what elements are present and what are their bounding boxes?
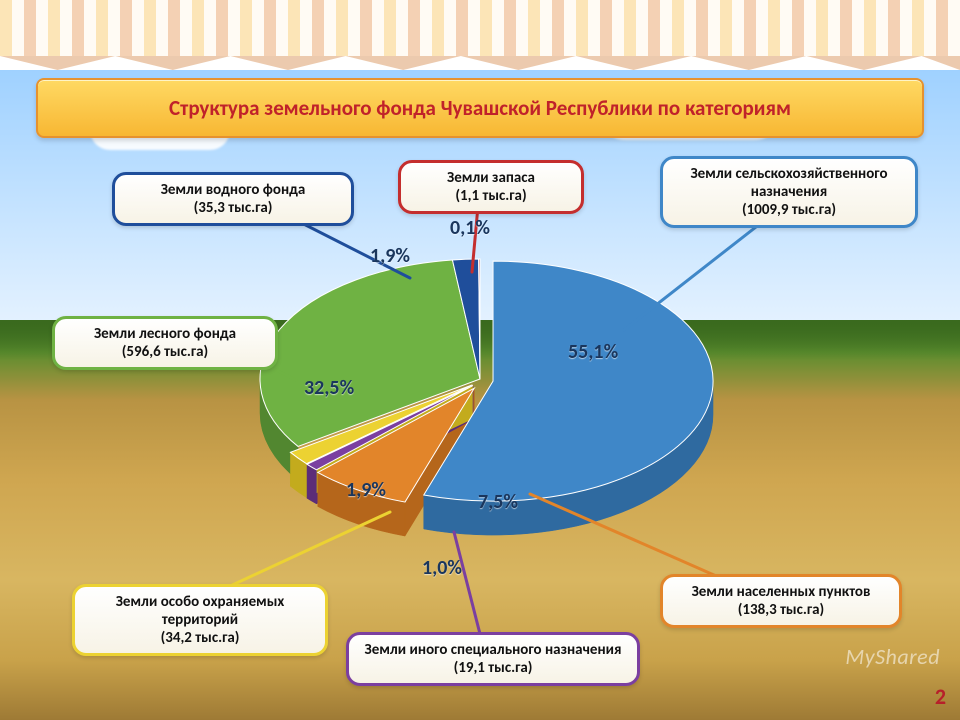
slice-percent-special: 1,0% <box>422 556 462 580</box>
callout-sub: (35,3 тыс.га) <box>125 199 341 217</box>
callout-sub: (1,1 тыс.га) <box>411 187 571 205</box>
callout-sub: (19,1 тыс.га) <box>359 659 627 677</box>
callout-sub: (34,2 тыс.га) <box>85 629 315 647</box>
callout-sub: (1009,9 тыс.га) <box>673 201 905 219</box>
callout-sub: (596,6 тыс.га) <box>65 343 265 361</box>
callout-reserve: Земли запаса(1,1 тыс.га) <box>398 160 584 214</box>
callout-forest: Земли лесного фонда(596,6 тыс.га) <box>52 316 278 370</box>
slice-percent-forest: 32,5% <box>304 376 354 400</box>
pie-chart <box>200 179 760 599</box>
slice-percent-agri: 55,1% <box>568 340 618 364</box>
callout-settlements: Земли населенных пунктов(138,3 тыс.га) <box>660 574 902 628</box>
slice-percent-water: 1,9% <box>370 244 410 268</box>
callout-water: Земли водного фонда(35,3 тыс.га) <box>112 172 354 226</box>
slide-title-bar: Структура земельного фонда Чувашской Рес… <box>36 78 924 138</box>
callout-label: Земли водного фонда <box>125 181 341 199</box>
watermark: MyShared <box>845 643 940 670</box>
slice-percent-settlements: 7,5% <box>478 490 518 514</box>
callout-protected: Земли особо охраняемых территорий(34,2 т… <box>72 584 328 656</box>
page-number: 2 <box>935 683 946 710</box>
ornament-strip <box>0 0 960 56</box>
callout-label: Земли сельскохозяйственного назначения <box>673 165 905 201</box>
slice-percent-reserve: 0,1% <box>450 216 490 240</box>
callout-label: Земли иного специального назначения <box>359 641 627 659</box>
slide-title: Структура земельного фонда Чувашской Рес… <box>169 95 791 121</box>
callout-label: Земли особо охраняемых территорий <box>85 593 315 629</box>
slice-percent-protected: 1,9% <box>346 478 386 502</box>
callout-special: Земли иного специального назначения(19,1… <box>346 632 640 686</box>
callout-agri: Земли сельскохозяйственного назначения(1… <box>660 156 918 228</box>
callout-label: Земли населенных пунктов <box>673 583 889 601</box>
callout-sub: (138,3 тыс.га) <box>673 601 889 619</box>
callout-label: Земли запаса <box>411 169 571 187</box>
callout-label: Земли лесного фонда <box>65 325 265 343</box>
